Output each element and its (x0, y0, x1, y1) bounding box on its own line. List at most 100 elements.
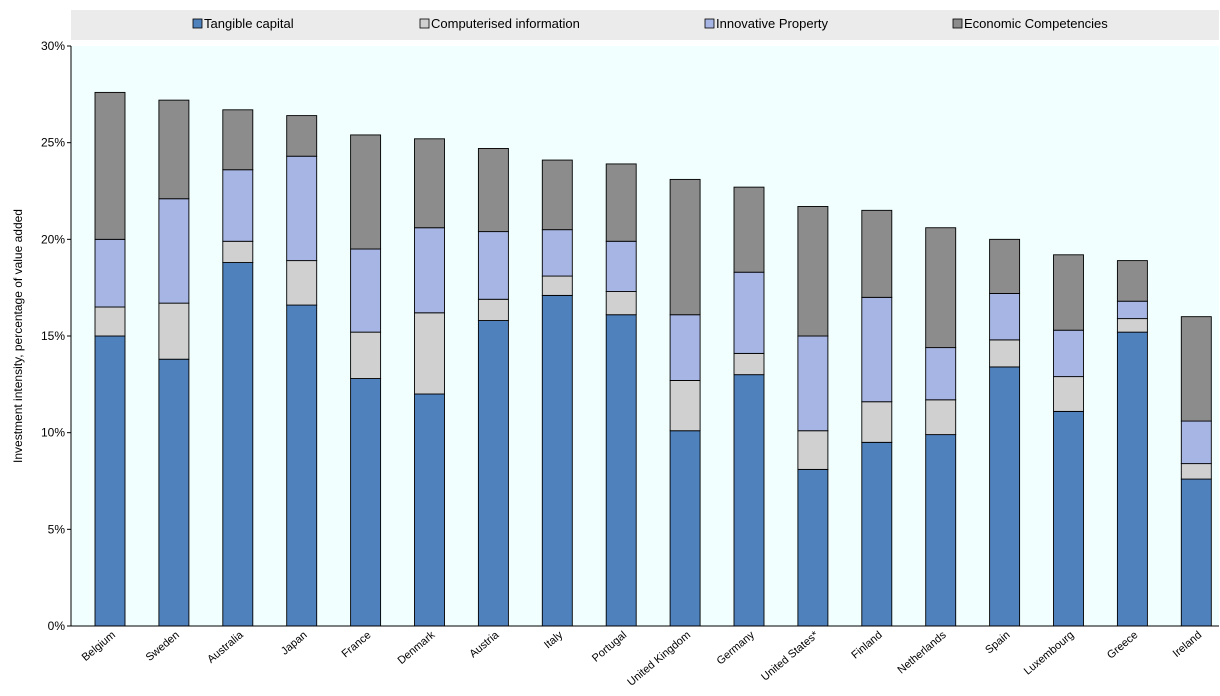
bar-segment-innovative-property (797, 335, 829, 432)
legend-item-tangible-capital: Tangible capital (192, 16, 294, 31)
bar-segment-computerised-information (350, 331, 382, 379)
bar-segment-innovative-property (350, 248, 382, 333)
legend-item-innovative-property: Innovative Property (704, 16, 829, 31)
bar-stack-germany (733, 186, 765, 627)
bar-segment-computerised-information (733, 352, 765, 376)
bar-segment-economic-competencies (477, 148, 509, 233)
y-tick-label: 5% (48, 522, 66, 536)
y-axis-title: Investment intensity, percentage of valu… (11, 209, 25, 463)
bar-segment-innovative-property (989, 293, 1021, 341)
x-tick-label: Australia (205, 629, 246, 666)
y-tick-label: 30% (41, 39, 65, 53)
bar-segment-innovative-property (94, 238, 126, 308)
x-tick-label: France (340, 629, 374, 660)
bar-segment-computerised-information (1053, 376, 1084, 412)
x-tick-label: Portugal (590, 629, 629, 665)
bar-segment-computerised-information (286, 260, 318, 306)
bar-segment-tangible-capital (477, 320, 509, 627)
legend-item-computerised-information: Computerised information (419, 16, 580, 31)
x-tick-label: Greece (1105, 629, 1140, 661)
bar-segment-economic-competencies (797, 206, 829, 337)
bar-segment-computerised-information (94, 306, 126, 337)
bar-stack-united-states (797, 206, 829, 627)
bar-segment-computerised-information (797, 430, 829, 470)
bar-segment-innovative-property (1116, 300, 1148, 320)
bar-segment-computerised-information (222, 240, 254, 263)
y-tick-label: 0% (48, 619, 66, 633)
bar-segment-computerised-information (989, 339, 1021, 368)
legend-swatch-economic-competencies (952, 18, 963, 29)
bar-stack-united-kingdom (669, 178, 701, 627)
bar-segment-innovative-property (414, 227, 445, 314)
bar-segment-economic-competencies (989, 238, 1021, 294)
bar-segment-economic-competencies (1053, 254, 1084, 331)
legend-label-computerised-information: Computerised information (431, 16, 580, 31)
legend-background (71, 10, 1219, 40)
bar-segment-economic-competencies (286, 115, 318, 157)
bar-stack-japan (286, 115, 318, 627)
bar-segment-innovative-property (1053, 329, 1084, 378)
bar-segment-tangible-capital (414, 393, 445, 627)
bar-segment-innovative-property (605, 240, 637, 292)
bar-segment-computerised-information (1116, 318, 1148, 333)
bar-segment-tangible-capital (541, 294, 573, 627)
bar-stack-sweden (158, 99, 190, 627)
bar-segment-innovative-property (477, 231, 509, 300)
bar-segment-tangible-capital (733, 374, 765, 627)
bar-stack-portugal (605, 163, 637, 627)
bar-segment-tangible-capital (669, 430, 701, 627)
bar-segment-tangible-capital (222, 262, 254, 627)
bar-stack-ireland (1180, 316, 1212, 627)
bar-segment-computerised-information (1180, 463, 1212, 480)
x-tick-label: Denmark (396, 629, 438, 667)
x-tick-label: Finland (849, 629, 884, 661)
bar-segment-economic-competencies (733, 186, 765, 273)
x-tick-label: Luxembourg (1022, 629, 1077, 678)
x-tick-label: Netherlands (895, 629, 949, 677)
bar-segment-economic-competencies (861, 209, 893, 298)
legend-swatch-tangible-capital (192, 18, 203, 29)
y-tick-label: 15% (41, 329, 65, 343)
bar-segment-tangible-capital (797, 468, 829, 627)
bar-segment-computerised-information (669, 380, 701, 432)
legend-label-tangible-capital: Tangible capital (204, 16, 294, 31)
bar-segment-computerised-information (605, 291, 637, 316)
bar-stack-austria (477, 148, 509, 627)
bar-segment-innovative-property (733, 271, 765, 354)
bar-segment-computerised-information (541, 275, 573, 296)
bar-segment-economic-competencies (605, 163, 637, 242)
x-tick-label: Sweden (144, 629, 182, 664)
bar-segment-tangible-capital (1180, 478, 1212, 627)
bar-stack-france (350, 134, 382, 627)
bar-stack-denmark (414, 138, 445, 627)
bar-stack-luxembourg (1053, 254, 1084, 627)
bar-segment-economic-competencies (1180, 316, 1212, 422)
bar-segment-tangible-capital (286, 304, 318, 627)
bar-segment-computerised-information (861, 401, 893, 443)
bar-segment-tangible-capital (94, 335, 126, 627)
bar-segment-computerised-information (414, 312, 445, 395)
bar-segment-innovative-property (925, 347, 957, 401)
bar-segment-computerised-information (477, 298, 509, 321)
bar-segment-tangible-capital (925, 434, 957, 627)
bar-segment-innovative-property (158, 198, 190, 304)
x-tick-label: Ireland (1171, 629, 1204, 660)
bar-stack-greece (1116, 260, 1148, 627)
bar-stack-spain (989, 238, 1021, 627)
bar-segment-tangible-capital (158, 358, 190, 627)
x-tick-label: Italy (542, 629, 566, 651)
legend-swatch-computerised-information (419, 18, 430, 29)
bar-segment-tangible-capital (350, 378, 382, 627)
bar-segment-tangible-capital (861, 441, 893, 627)
bar-segment-innovative-property (541, 229, 573, 277)
bar-stack-australia (222, 109, 254, 627)
x-tick-label: United Kingdom (625, 629, 693, 689)
bar-segment-economic-competencies (669, 178, 701, 316)
x-tick-label: Belgium (80, 629, 118, 664)
bar-stack-finland (861, 209, 893, 627)
bar-segment-computerised-information (158, 302, 190, 360)
bar-segment-economic-competencies (1116, 260, 1148, 302)
x-tick-label: Japan (279, 629, 310, 657)
